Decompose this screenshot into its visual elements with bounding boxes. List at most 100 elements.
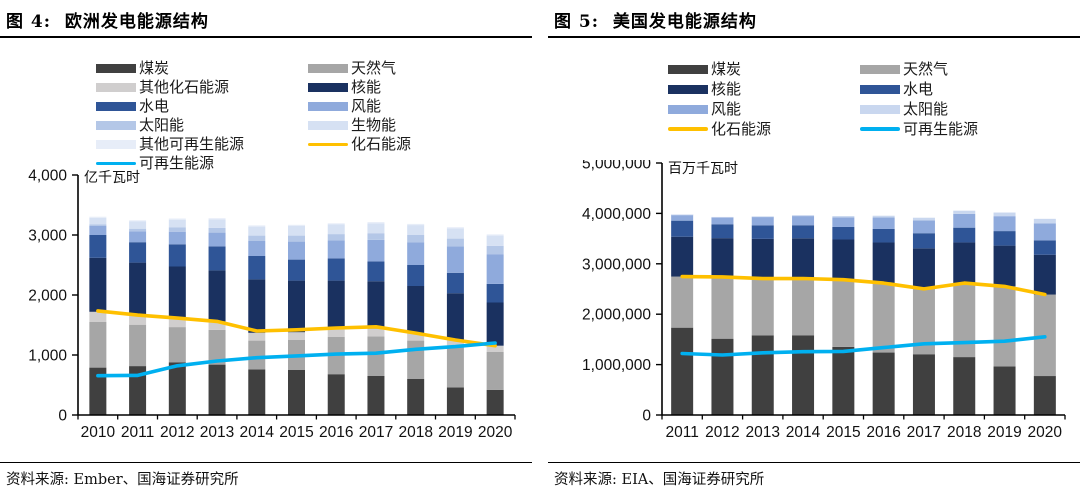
x-axis-label: 2017 xyxy=(907,424,941,441)
legend-color-swatch xyxy=(668,104,708,114)
bar-segment-太阳能 xyxy=(953,210,976,214)
bar-segment-水电 xyxy=(486,283,504,303)
bar-segment-生物能 xyxy=(129,221,147,229)
bar-segment-太阳能 xyxy=(711,216,734,218)
legend-item-生物能: 生物能 xyxy=(308,116,411,135)
bar-segment-风能 xyxy=(872,217,895,229)
bar-segment-水电 xyxy=(792,225,815,239)
bar-segment-水电 xyxy=(129,242,147,263)
bar-segment-其他可再生能源 xyxy=(407,223,425,226)
source-text-europe: 资料来源: Ember、国海证券研究所 xyxy=(6,472,239,488)
x-axis-label: 2013 xyxy=(746,424,780,441)
bar-segment-水电 xyxy=(751,225,774,239)
bar-segment-其他化石能源 xyxy=(288,332,305,340)
bar-segment-天然气 xyxy=(993,286,1016,367)
legend-item-天然气: 天然气 xyxy=(308,59,411,78)
x-axis-label: 2012 xyxy=(160,424,194,441)
bar-segment-其他化石能源 xyxy=(446,340,464,347)
bar-segment-核能 xyxy=(872,242,895,284)
bar-segment-水电 xyxy=(912,233,935,249)
bar-segment-风能 xyxy=(912,220,935,234)
bar-segment-风能 xyxy=(792,216,815,226)
x-axis-label: 2012 xyxy=(705,424,739,441)
x-axis-label: 2019 xyxy=(438,424,472,441)
legend-color-swatch xyxy=(308,64,348,73)
bar-segment-煤炭 xyxy=(288,370,305,415)
europe-chart-area: 0 1,000 2,000 3,000 4,000 2010 2011 2012 2013 201… xyxy=(0,160,532,457)
legend-item-化石能源: 化石能源 xyxy=(668,119,860,139)
bar-segment-核能 xyxy=(1033,254,1056,295)
legend-color-swatch xyxy=(96,64,136,73)
legend-color-swatch xyxy=(308,83,348,92)
bar-segment-太阳能 xyxy=(792,215,815,217)
bar-segment-风能 xyxy=(993,216,1016,232)
legend-color-swatch xyxy=(308,121,348,130)
bar-segment-天然气 xyxy=(407,340,425,379)
bar-segment-煤炭 xyxy=(671,327,694,415)
bar-segment-天然气 xyxy=(792,278,815,336)
y-axis-label: 3,000 xyxy=(28,228,67,245)
bar-segment-天然气 xyxy=(671,276,694,328)
bar-segment-核能 xyxy=(129,262,147,316)
bar-segment-其他可再生能源 xyxy=(288,224,305,226)
bar-segment-煤炭 xyxy=(446,387,464,415)
title-underline xyxy=(548,36,1080,38)
bar-segment-太阳能 xyxy=(89,224,107,226)
legend-label: 其他可再生能源 xyxy=(139,135,245,153)
x-axis-label: 2020 xyxy=(1028,424,1063,441)
bar-segment-天然气 xyxy=(208,329,226,365)
bar-segment-生物能 xyxy=(407,225,425,235)
legend-label: 天然气 xyxy=(351,59,397,77)
bar-segment-其他化石能源 xyxy=(129,315,147,325)
bar-segment-风能 xyxy=(711,217,734,225)
bar-segment-水电 xyxy=(953,227,976,243)
bar-segment-天然气 xyxy=(832,279,855,347)
bar-segment-煤炭 xyxy=(129,366,147,415)
bar-segment-煤炭 xyxy=(711,338,734,415)
bar-segment-天然气 xyxy=(367,336,385,376)
x-axis-label: 2017 xyxy=(359,424,393,441)
bar-segment-核能 xyxy=(953,242,976,284)
bar-segment-天然气 xyxy=(751,278,774,336)
bar-segment-生物能 xyxy=(248,226,266,236)
bar-segment-煤炭 xyxy=(1033,376,1056,415)
bar-segment-水电 xyxy=(327,258,345,281)
legend-item-水电: 水电 xyxy=(860,79,978,99)
bar-segment-太阳能 xyxy=(129,228,147,232)
bar-segment-其他可再生能源 xyxy=(248,225,266,227)
line-可再生能源 xyxy=(96,341,497,378)
bar-segment-其他可再生能源 xyxy=(446,227,464,229)
legend-item-太阳能: 太阳能 xyxy=(96,116,308,135)
bar-segment-煤炭 xyxy=(168,362,186,415)
us-legend: 煤炭 核能 风能 化石能源 天然气 水电 太阳能 可再生能源 xyxy=(668,59,978,139)
europe-energy-chart: 0 1,000 2,000 3,000 4,000 2010 2011 2012 2013 201… xyxy=(28,168,516,441)
bar-segment-水电 xyxy=(711,224,734,239)
bar-segment-其他化石能源 xyxy=(327,329,345,337)
bar-segment-天然气 xyxy=(953,283,976,358)
bar-segment-天然气 xyxy=(872,283,895,353)
legend-color-swatch xyxy=(308,102,348,111)
bar-segment-煤炭 xyxy=(367,376,385,415)
legend-color-swatch xyxy=(860,64,900,74)
x-axis-label: 2013 xyxy=(200,424,234,441)
legend-label: 其他化石能源 xyxy=(139,78,230,96)
bar-segment-其他化石能源 xyxy=(208,321,226,330)
legend-color-swatch xyxy=(96,83,136,92)
y-axis-label: 5,000,000 xyxy=(582,160,651,173)
legend-color-swatch xyxy=(96,121,136,130)
legend-label: 化石能源 xyxy=(711,119,772,138)
bar-segment-太阳能 xyxy=(208,227,226,233)
bar-segment-太阳能 xyxy=(168,227,186,232)
bar-segment-核能 xyxy=(486,302,504,346)
legend-line-swatch xyxy=(668,127,708,131)
legend-label: 太阳能 xyxy=(139,116,185,134)
x-axis-label: 2015 xyxy=(826,424,860,441)
bar-segment-核能 xyxy=(89,257,107,312)
bar-segment-水电 xyxy=(446,272,464,294)
x-axis-label: 2018 xyxy=(398,424,432,441)
legend-column: 煤炭 核能 风能 化石能源 xyxy=(668,59,860,139)
bar-segment-核能 xyxy=(367,281,385,329)
bar-segment-核能 xyxy=(671,236,694,277)
bar-segment-生物能 xyxy=(327,224,345,235)
